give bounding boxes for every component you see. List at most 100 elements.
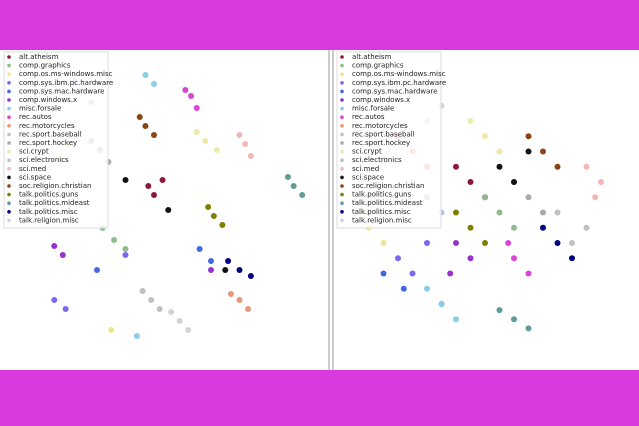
legend-label: comp.sys.ibm.pc.hardware	[352, 79, 446, 87]
point	[511, 316, 517, 323]
legend-label: misc.forsale	[19, 105, 61, 113]
point	[525, 133, 532, 140]
point	[583, 163, 590, 170]
point	[139, 288, 146, 294]
point	[453, 316, 459, 323]
point	[598, 179, 604, 185]
legend-label: talk.politics.misc	[19, 208, 78, 216]
legend-label: rec.autos	[19, 113, 52, 121]
legend-swatch	[7, 55, 11, 59]
legend-swatch	[340, 218, 344, 223]
point	[511, 224, 517, 231]
legend-swatch	[340, 63, 344, 68]
point	[176, 318, 183, 324]
point	[525, 194, 532, 201]
legend-swatch	[7, 106, 11, 111]
point	[583, 224, 590, 231]
point	[159, 177, 166, 183]
point	[453, 163, 459, 170]
legend-label: comp.sys.ibm.pc.hardware	[19, 79, 113, 87]
point	[148, 297, 155, 303]
point	[222, 267, 229, 273]
point	[236, 132, 243, 138]
legend-label: talk.politics.mideast	[352, 199, 423, 207]
legend-swatch	[340, 210, 344, 214]
legend-label: comp.windows.x	[352, 96, 410, 104]
legend-box	[3, 51, 109, 229]
point	[467, 224, 474, 231]
legend-swatch	[7, 167, 11, 171]
legend-label: rec.motorcycles	[19, 122, 75, 130]
legend-label: talk.politics.misc	[352, 208, 411, 216]
point	[136, 114, 143, 120]
legend-label: sci.space	[352, 173, 384, 181]
legend-label: rec.motorcycles	[352, 122, 408, 130]
point	[525, 148, 532, 155]
legend-swatch	[7, 192, 11, 197]
point	[299, 192, 306, 198]
point	[94, 267, 100, 273]
point	[185, 327, 192, 333]
point	[168, 309, 175, 315]
legend-swatch	[7, 149, 11, 154]
point	[453, 209, 459, 216]
point	[569, 240, 575, 246]
point	[284, 174, 291, 180]
legend-label: rec.autos	[352, 113, 385, 121]
point	[540, 209, 546, 216]
legend-label: rec.sport.baseball	[19, 130, 82, 138]
point	[151, 81, 157, 87]
point	[395, 255, 401, 262]
point	[236, 267, 243, 273]
point	[145, 183, 152, 189]
legend-swatch	[340, 201, 344, 205]
point	[554, 163, 561, 170]
legend-label: alt.atheism	[352, 53, 392, 61]
legend-swatch	[7, 210, 11, 214]
legend-label: comp.os.ms-windows.misc	[19, 70, 113, 78]
legend-swatch	[340, 149, 344, 154]
point	[592, 194, 599, 201]
point	[540, 224, 546, 231]
legend-swatch	[7, 115, 11, 119]
legend-label: comp.os.ms-windows.misc	[352, 70, 446, 78]
point	[151, 132, 157, 138]
point	[210, 213, 217, 219]
legend-label: talk.politics.guns	[19, 191, 79, 199]
point	[554, 209, 561, 216]
legend-label: sci.electronics	[19, 156, 69, 164]
legend-swatch	[7, 81, 11, 85]
legend-label: comp.graphics	[352, 62, 404, 70]
point	[193, 105, 200, 111]
point	[496, 209, 503, 216]
legend-label: comp.graphics	[19, 62, 71, 70]
legend-label: comp.sys.mac.hardware	[19, 87, 104, 95]
point	[165, 207, 172, 213]
legend-label: rec.sport.hockey	[352, 139, 410, 147]
legend-swatch	[7, 141, 11, 145]
legend-label: rec.sport.baseball	[352, 130, 415, 138]
legend-swatch	[340, 158, 344, 162]
point	[122, 246, 129, 252]
point	[122, 252, 129, 258]
point	[482, 240, 488, 246]
legend-swatch	[7, 218, 11, 223]
legend-label: comp.sys.mac.hardware	[352, 87, 437, 95]
legend-swatch	[340, 167, 344, 171]
legend-swatch	[340, 192, 344, 197]
point	[290, 183, 297, 189]
point	[505, 240, 512, 246]
legend-label: sci.med	[19, 165, 46, 173]
legend-swatch	[340, 175, 344, 180]
point	[142, 72, 149, 78]
legend-label: soc.religion.christian	[352, 182, 424, 190]
point	[62, 306, 69, 312]
legend-swatch	[7, 98, 11, 102]
point	[525, 325, 532, 332]
point	[196, 246, 203, 252]
legend-swatch	[340, 124, 344, 128]
legend-box	[336, 51, 442, 229]
legend-swatch	[340, 55, 344, 59]
legend-swatch	[7, 184, 11, 188]
legend-swatch	[340, 72, 344, 76]
